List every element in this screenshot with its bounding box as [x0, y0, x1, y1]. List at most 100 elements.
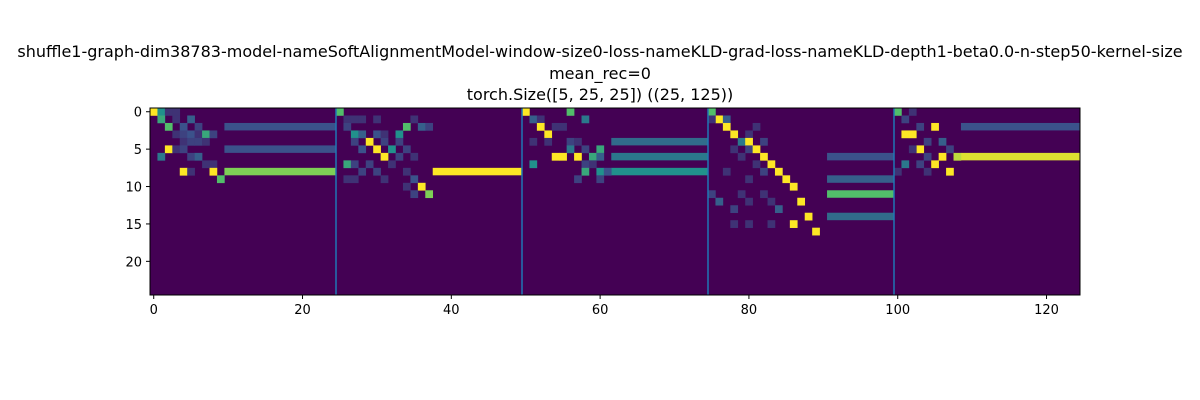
chart-title-line-3: torch.Size([5, 25, 25]) ((25, 125))	[466, 85, 734, 104]
heatmap-cell	[581, 115, 590, 124]
heatmap-cell	[722, 167, 731, 176]
heatmap-cell	[365, 137, 374, 146]
heatmap-cell	[380, 130, 389, 139]
heatmap-cell	[336, 108, 344, 116]
heatmap-cell	[923, 152, 932, 161]
heatmap-cell	[373, 145, 381, 154]
heatmap-cell	[946, 167, 954, 176]
heatmap-cell	[566, 108, 575, 116]
heatmap-cell	[908, 145, 917, 154]
x-tick-label: 80	[741, 303, 758, 318]
heatmap-cell	[789, 182, 798, 191]
heatmap-cell	[529, 115, 538, 124]
heatmap-cell	[187, 130, 195, 139]
heatmap-cell	[373, 130, 381, 139]
heatmap-cell	[588, 152, 597, 161]
heatmap-cell	[425, 190, 434, 199]
heatmap-cell	[923, 167, 932, 176]
heatmap-cell	[923, 137, 932, 146]
heatmap-cell	[417, 182, 426, 191]
heatmap-cell	[767, 220, 776, 228]
heatmap-cell	[581, 160, 590, 169]
heatmap-cell	[708, 115, 716, 124]
y-tick-label: 20	[125, 255, 142, 270]
heatmap-bar-cell	[611, 152, 708, 161]
heatmap-cells	[150, 108, 1080, 295]
heatmap-cell	[150, 108, 158, 116]
heatmap-cell	[187, 167, 195, 176]
heatmap-cell	[365, 160, 374, 169]
heatmap-cell	[745, 137, 753, 146]
heatmap-cell	[596, 167, 605, 176]
heatmap-cell	[953, 152, 962, 161]
axes: 0 20 40 60 80 100 120 0 5 10 15 20	[125, 106, 1081, 318]
heatmap-cell	[901, 160, 910, 169]
heatmap-cell	[402, 145, 411, 154]
heatmap-cell	[737, 137, 746, 146]
heatmap-cell	[782, 175, 791, 184]
heatmap-cell	[581, 167, 590, 176]
heatmap-cell	[574, 175, 582, 184]
heatmap-cell	[522, 108, 530, 116]
heatmap-cell	[559, 122, 567, 131]
heatmap-cell	[358, 115, 367, 124]
heatmap-cell	[343, 175, 352, 184]
heatmap-cell	[774, 167, 783, 176]
heatmap-cell	[410, 190, 419, 199]
heatmap-cell	[410, 175, 419, 184]
heatmap-cell	[603, 167, 612, 176]
heatmap-cell	[760, 167, 768, 176]
heatmap-cell	[209, 130, 218, 139]
heatmap-cell	[789, 220, 798, 228]
x-tick-label: 100	[885, 303, 910, 318]
heatmap-bar-cell	[827, 152, 894, 161]
heatmap-cell	[715, 115, 724, 124]
heatmap-cell	[194, 130, 203, 139]
heatmap-cell	[425, 122, 434, 131]
chart-title-line-2: mean_rec=0	[549, 64, 651, 83]
heatmap-cell	[395, 137, 404, 146]
y-tick-label: 5	[134, 143, 142, 158]
heatmap-cell	[767, 160, 776, 169]
heatmap-cell	[551, 122, 560, 131]
heatmap-cell	[350, 160, 359, 169]
heatmap-cell	[760, 137, 768, 146]
x-tick-label: 60	[592, 303, 609, 318]
heatmap-cell	[596, 145, 605, 154]
heatmap-bar-cell	[960, 122, 1080, 131]
heatmap-cell	[812, 227, 820, 236]
heatmap-cell	[202, 160, 210, 169]
heatmap-cell	[164, 108, 173, 116]
heatmap-cell	[730, 130, 739, 139]
heatmap-cell	[894, 108, 902, 116]
heatmap-cell	[194, 137, 203, 146]
heatmap-cell	[202, 137, 210, 146]
heatmap-cell	[938, 137, 947, 146]
heatmap-cell	[373, 115, 381, 124]
heatmap-cell	[804, 212, 813, 221]
heatmap-cell	[172, 115, 181, 124]
heatmap-bar-cell	[432, 167, 522, 176]
heatmap-bar-cell	[827, 212, 894, 221]
heatmap-cell	[745, 175, 753, 184]
heatmap-cell	[358, 145, 367, 154]
heatmap-cell	[358, 130, 367, 139]
heatmap-cell	[566, 145, 575, 154]
heatmap-cell	[417, 122, 426, 131]
x-tick-label: 0	[150, 303, 158, 318]
plot-frame	[149, 107, 1081, 296]
heatmap-cell	[760, 152, 768, 161]
heatmap-cell	[410, 152, 419, 161]
heatmap-cell	[350, 175, 359, 184]
heatmap-cell	[745, 130, 753, 139]
heatmap-cell	[551, 152, 560, 161]
heatmap-cell	[179, 130, 188, 139]
heatmap-bar-cell	[611, 167, 708, 176]
x-tick-label: 20	[294, 303, 311, 318]
heatmap-cell	[752, 145, 761, 154]
heatmap-cell	[402, 182, 411, 191]
heatmap-bar-cell	[224, 167, 336, 176]
heatmap-cell	[529, 137, 538, 146]
heatmap-cell	[730, 220, 739, 228]
heatmap-cell	[402, 167, 411, 176]
